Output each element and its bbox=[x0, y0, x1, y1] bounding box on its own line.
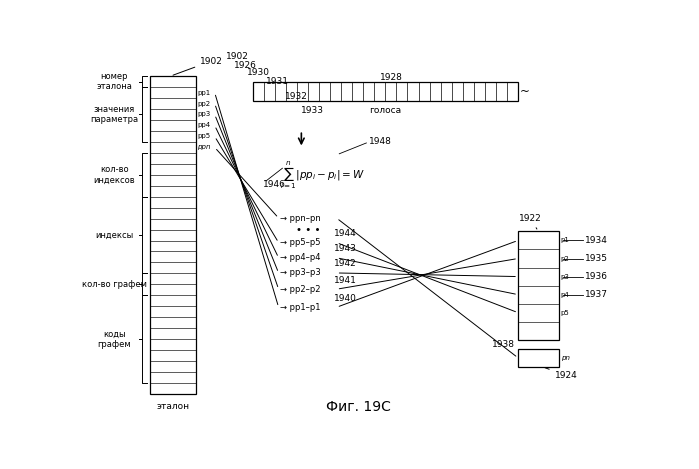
Bar bbox=[150, 76, 196, 394]
Text: 1944: 1944 bbox=[334, 229, 356, 238]
Text: 1941: 1941 bbox=[334, 276, 356, 285]
Text: pp5: pp5 bbox=[197, 133, 210, 139]
Text: 1943: 1943 bbox=[334, 244, 356, 253]
Bar bbox=[518, 349, 559, 367]
Text: → ppn–pn: → ppn–pn bbox=[280, 213, 320, 223]
Text: Фиг. 19С: Фиг. 19С bbox=[326, 400, 391, 414]
Text: ppn: ppn bbox=[197, 144, 211, 151]
Bar bbox=[518, 231, 559, 340]
Text: p4: p4 bbox=[561, 292, 570, 298]
Text: 1902: 1902 bbox=[226, 52, 248, 61]
Text: → pp1–p1: → pp1–p1 bbox=[280, 303, 320, 312]
Text: 1938: 1938 bbox=[492, 340, 515, 349]
Text: • • •: • • • bbox=[296, 225, 320, 235]
Text: 1934: 1934 bbox=[584, 236, 607, 245]
Text: 1935: 1935 bbox=[584, 254, 607, 263]
Text: p2: p2 bbox=[561, 256, 570, 262]
Text: эталон: эталон bbox=[156, 402, 189, 411]
Text: 1936: 1936 bbox=[584, 272, 607, 281]
Text: кол-во
индексов: кол-во индексов bbox=[94, 165, 136, 184]
Text: 1937: 1937 bbox=[584, 290, 607, 299]
Text: → pp3–p3: → pp3–p3 bbox=[280, 268, 320, 278]
Text: pp1: pp1 bbox=[197, 90, 210, 96]
Text: → pp5–p5: → pp5–p5 bbox=[280, 238, 320, 247]
Text: p5: p5 bbox=[561, 310, 570, 316]
Text: 1928: 1928 bbox=[380, 74, 403, 83]
Text: pn: pn bbox=[561, 355, 570, 361]
Text: 1940: 1940 bbox=[334, 294, 356, 303]
Text: 1946: 1946 bbox=[264, 180, 287, 189]
Text: значения
параметра: значения параметра bbox=[90, 105, 138, 124]
Text: индексы: индексы bbox=[95, 231, 134, 240]
Text: 1902: 1902 bbox=[173, 56, 223, 75]
Bar bbox=[252, 82, 518, 101]
Text: 1933: 1933 bbox=[301, 106, 324, 115]
Text: голоса: голоса bbox=[369, 106, 401, 115]
Text: 1948: 1948 bbox=[369, 136, 392, 146]
Text: p1: p1 bbox=[561, 237, 570, 243]
Text: p3: p3 bbox=[561, 273, 570, 280]
Text: 1932: 1932 bbox=[285, 92, 308, 101]
Text: номер
эталона: номер эталона bbox=[96, 72, 132, 91]
Text: $\sum_{i=1}^{n}|pp_i - p_i| = W$: $\sum_{i=1}^{n}|pp_i - p_i| = W$ bbox=[280, 159, 365, 191]
Text: pp4: pp4 bbox=[197, 122, 210, 129]
Text: ~: ~ bbox=[519, 85, 530, 98]
Text: pp3: pp3 bbox=[197, 112, 210, 118]
Text: 1924: 1924 bbox=[545, 368, 577, 380]
Text: коды
графем: коды графем bbox=[98, 329, 131, 349]
Text: pp2: pp2 bbox=[197, 100, 210, 106]
Text: → pp2–p2: → pp2–p2 bbox=[280, 285, 320, 294]
Text: 1942: 1942 bbox=[334, 259, 356, 268]
Text: 1931: 1931 bbox=[266, 77, 289, 86]
Text: 1926: 1926 bbox=[233, 61, 257, 70]
Text: 1922: 1922 bbox=[519, 213, 542, 229]
Text: 1930: 1930 bbox=[247, 68, 271, 77]
Text: → pp4–p4: → pp4–p4 bbox=[280, 253, 320, 262]
Text: кол-во графем: кол-во графем bbox=[82, 280, 147, 289]
